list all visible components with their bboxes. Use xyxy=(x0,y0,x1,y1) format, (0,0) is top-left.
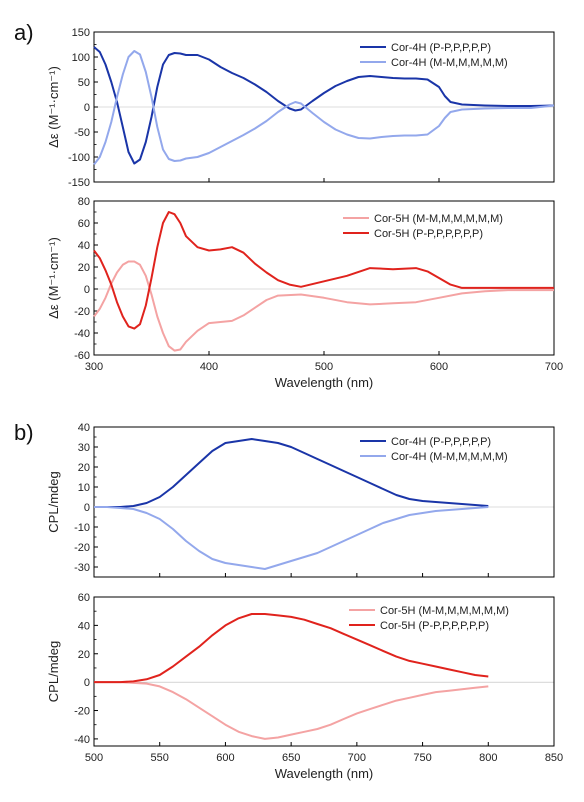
y-tick-label: 20 xyxy=(78,649,90,661)
x-tick-label: 750 xyxy=(413,752,431,764)
series-line xyxy=(94,506,489,570)
x-axis-label: Wavelength (nm) xyxy=(275,375,374,390)
y-tick-label: 60 xyxy=(78,592,90,604)
y-tick-label: -100 xyxy=(68,152,90,164)
y-tick-label: -40 xyxy=(74,328,90,340)
y-tick-label: 0 xyxy=(84,677,90,689)
plot-frame xyxy=(93,596,555,747)
y-tick-label: 40 xyxy=(78,240,90,252)
y-tick-label: 0 xyxy=(84,284,90,296)
legend-entry: Cor-4H (P-P,P,P,P,P) xyxy=(391,436,491,448)
y-tick-label: -30 xyxy=(74,562,90,574)
y-tick-label: 40 xyxy=(78,620,90,632)
legend-entry: Cor-4H (P-P,P,P,P,P) xyxy=(391,42,491,54)
legend-entry: Cor-4H (M-M,M,M,M,M) xyxy=(391,451,508,463)
x-tick-label: 550 xyxy=(151,752,169,764)
y-tick-label: 50 xyxy=(78,77,90,89)
x-axis-label: Wavelength (nm) xyxy=(275,766,374,781)
legend-entry: Cor-5H (P-P,P,P,P,P,P) xyxy=(380,620,489,632)
legend-entry: Cor-5H (M-M,M,M,M,M,M) xyxy=(380,605,509,617)
y-tick-label: 20 xyxy=(78,462,90,474)
y-tick-label: -20 xyxy=(74,706,90,718)
series-line xyxy=(94,681,489,740)
y-tick-label: 150 xyxy=(72,27,90,39)
y-tick-label: 100 xyxy=(72,52,90,64)
series-line xyxy=(93,50,555,166)
x-tick-label: 600 xyxy=(430,361,448,373)
chart-a-bottom: -60 -40 -20 0 20 40 60 80 300 400 500 600 700 Δε (M⁻¹… xyxy=(46,196,563,390)
x-tick-label: 500 xyxy=(315,361,333,373)
panel-label-b: b) xyxy=(14,420,34,445)
chart-b-bottom: -40 -20 0 20 40 60 500 550 600 650 700 750 800 850 CPL… xyxy=(46,592,563,781)
series-line xyxy=(93,46,555,165)
y-tick-label: 10 xyxy=(78,482,90,494)
y-tick-label: -40 xyxy=(74,734,90,746)
x-tick-label: 700 xyxy=(545,361,563,373)
legend-entry: Cor-5H (P-P,P,P,P,P,P) xyxy=(374,228,483,240)
series-line xyxy=(94,613,489,684)
x-tick-label: 650 xyxy=(282,752,300,764)
x-tick-label: 400 xyxy=(200,361,218,373)
y-tick-label: 60 xyxy=(78,218,90,230)
y-tick-label: -150 xyxy=(68,177,90,189)
series-line xyxy=(93,211,554,330)
y-axis-label: Δε (M⁻¹·cm⁻¹) xyxy=(46,66,61,148)
y-tick-label: -20 xyxy=(74,306,90,318)
y-axis-label: CPL/mdeg xyxy=(46,471,61,532)
y-tick-label: 0 xyxy=(84,502,90,514)
y-axis-label: CPL/mdeg xyxy=(46,641,61,702)
chart-a-top: -150 -100 -50 0 50 100 150 Δε (M⁻¹·cm⁻¹) Cor-4H … xyxy=(46,27,555,189)
chart-b-top: -30 -20 -10 0 10 20 30 40 CPL/mdeg Cor-4H (P-P,P,… xyxy=(46,422,555,578)
x-tick-label: 800 xyxy=(479,752,497,764)
y-tick-label: 0 xyxy=(84,102,90,114)
x-tick-label: 850 xyxy=(545,752,563,764)
plot-frame xyxy=(93,426,555,578)
y-tick-label: 30 xyxy=(78,442,90,454)
y-tick-label: 20 xyxy=(78,262,90,274)
legend-entry: Cor-4H (M-M,M,M,M,M) xyxy=(391,57,508,69)
y-tick-label: -20 xyxy=(74,542,90,554)
y-tick-label: -50 xyxy=(74,127,90,139)
y-tick-label: -10 xyxy=(74,522,90,534)
y-tick-label: 40 xyxy=(78,422,90,434)
y-axis-label: Δε (M⁻¹·cm⁻¹) xyxy=(46,237,61,319)
series-line xyxy=(94,438,489,508)
y-tick-label: 80 xyxy=(78,196,90,208)
x-tick-label: 300 xyxy=(85,361,103,373)
x-tick-label: 700 xyxy=(348,752,366,764)
legend-entry: Cor-5H (M-M,M,M,M,M,M) xyxy=(374,213,503,225)
x-tick-label: 600 xyxy=(216,752,234,764)
panel-label-a: a) xyxy=(14,20,34,45)
x-tick-label: 500 xyxy=(85,752,103,764)
y-tick-label: -60 xyxy=(74,350,90,362)
series-line xyxy=(93,260,554,352)
